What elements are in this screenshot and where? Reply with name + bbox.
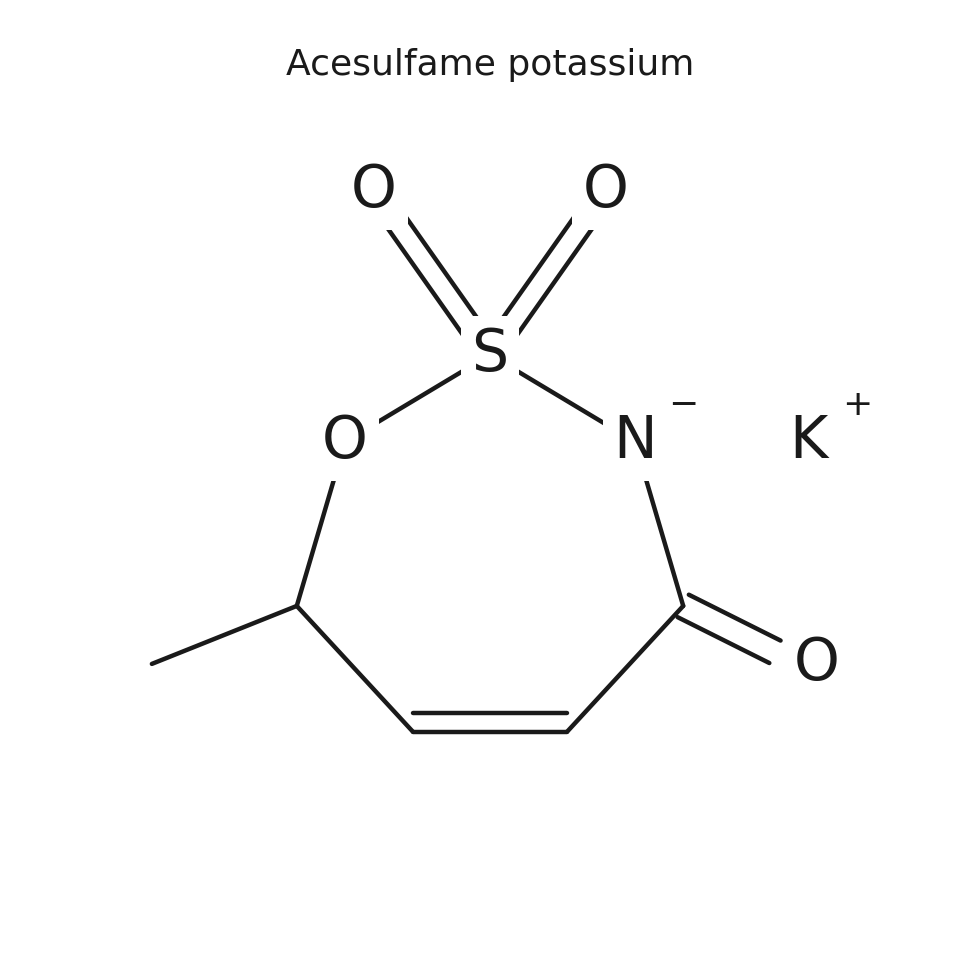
Text: −: −	[668, 388, 699, 422]
Text: N: N	[613, 414, 657, 470]
Text: O: O	[583, 162, 629, 219]
Text: O: O	[322, 414, 368, 470]
Text: K: K	[790, 414, 828, 470]
Text: O: O	[351, 162, 397, 219]
Text: S: S	[471, 326, 509, 383]
Text: Acesulfame potassium: Acesulfame potassium	[286, 48, 694, 82]
Text: O: O	[794, 635, 840, 693]
Text: +: +	[842, 388, 872, 422]
